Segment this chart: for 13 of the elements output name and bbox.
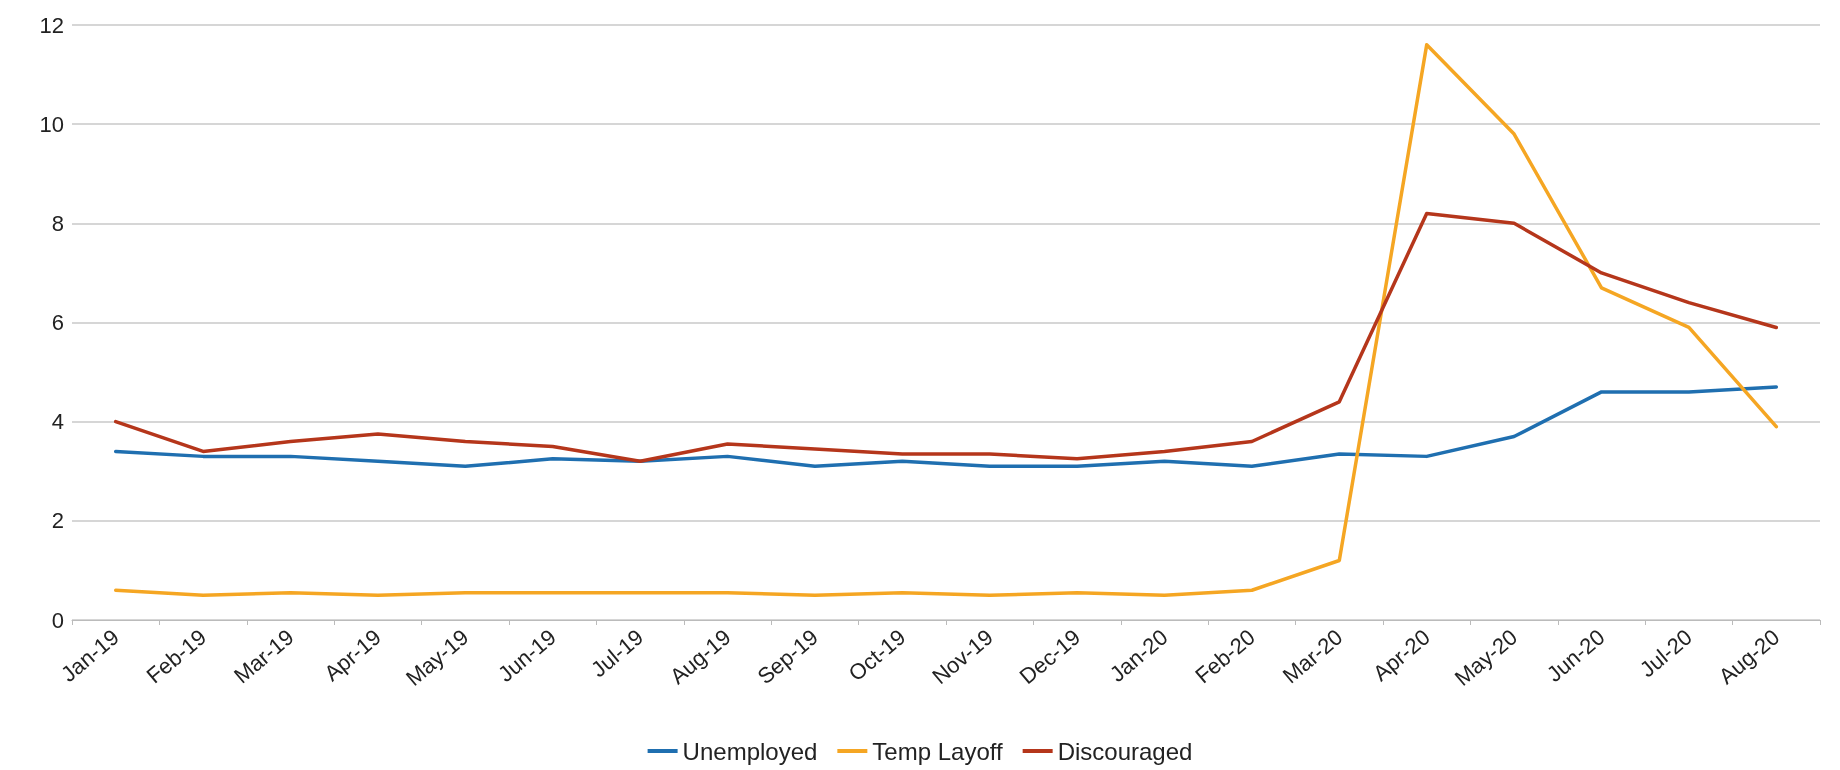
legend-label: Temp Layoff [872,737,1003,765]
legend-label: Discouraged [1057,737,1193,765]
y-tick-label: 10 [39,111,64,137]
line-series [113,43,1779,597]
line-series [113,211,1779,464]
line-series [113,385,1779,469]
y-tick-label: 2 [51,508,64,534]
y-tick-label: 6 [51,310,64,335]
y-tick-label: 4 [51,409,64,435]
y-tick-label: 8 [51,210,64,236]
legend-label: Unemployed [682,737,818,765]
y-tick-label: 0 [51,607,64,633]
y-tick-label: 12 [39,12,64,38]
